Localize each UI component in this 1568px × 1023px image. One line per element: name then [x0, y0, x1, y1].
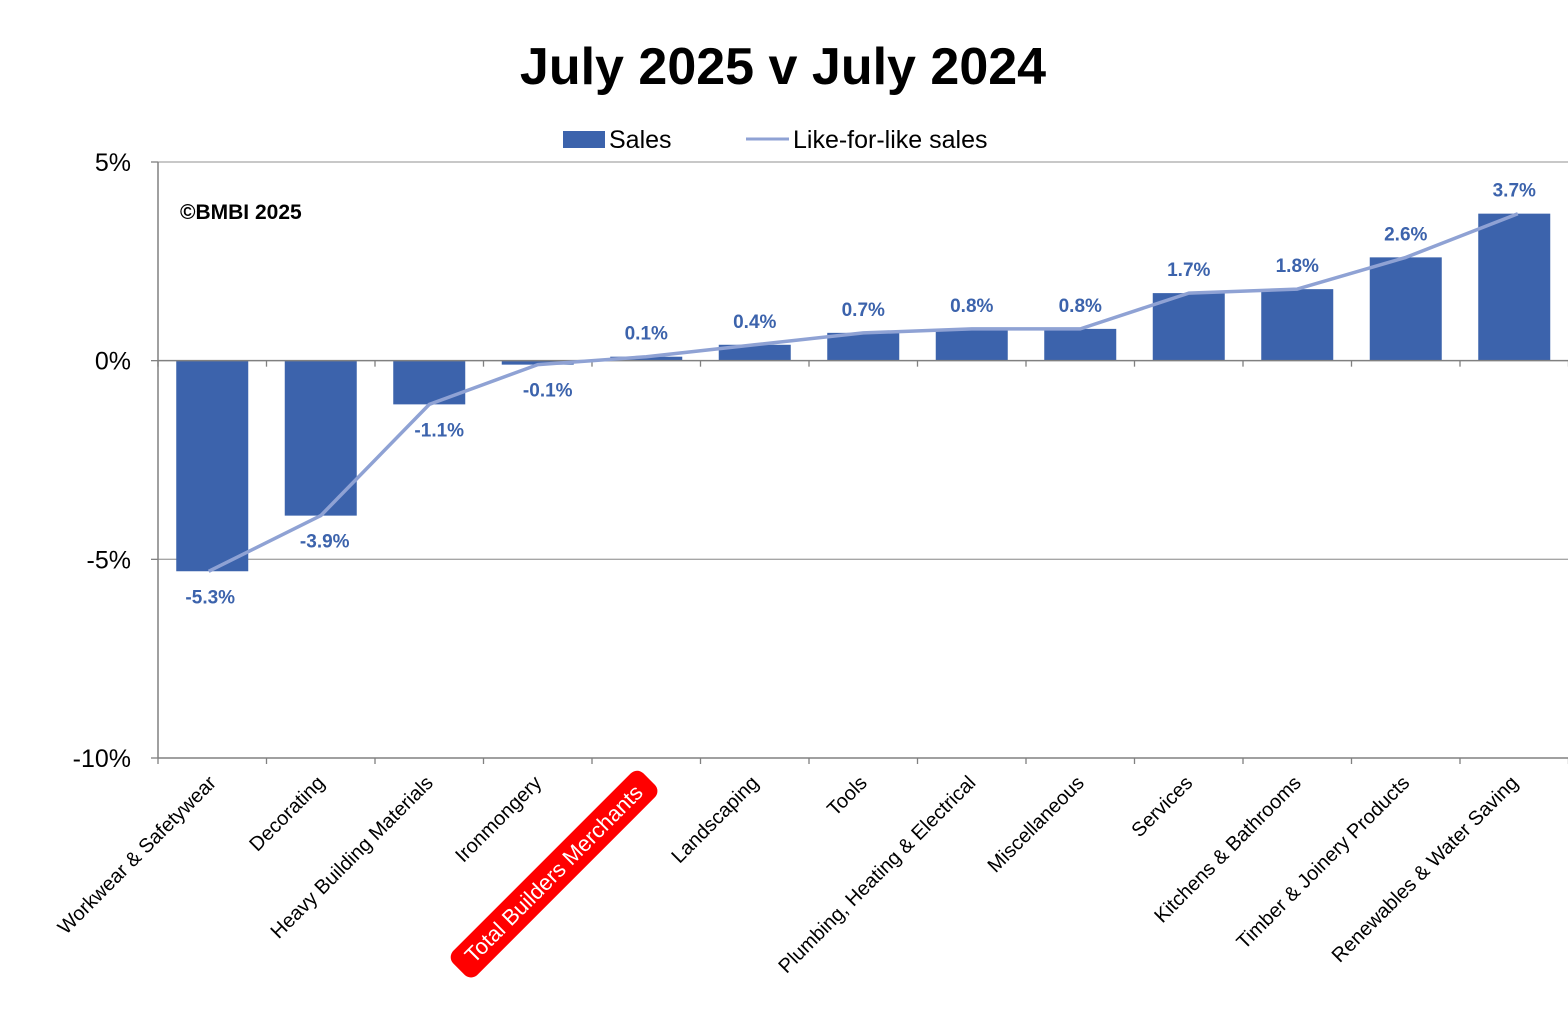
bar-decorating	[284, 360, 357, 516]
x-tick-plumbing-heating-and-electrical: Plumbing, Heating & Electrical	[775, 772, 981, 978]
data-label-miscellaneous: 0.8%	[1059, 296, 1102, 317]
data-label-plumbing-heating-and-electrical: 0.8%	[950, 296, 993, 317]
chart-title: July 2025 v July 2024	[520, 38, 1046, 96]
like-for-like-line	[207, 212, 1519, 573]
data-label-decorating: -3.9%	[300, 532, 350, 553]
x-tick-label-tools: Tools	[823, 772, 872, 821]
sales-bars	[176, 213, 1551, 572]
data-label-ironmongery: -0.1%	[523, 381, 573, 402]
data-label-heavy-building-materials: -1.1%	[414, 420, 464, 441]
copyright-note: ©BMBI 2025	[180, 201, 302, 224]
bar-workwear-and-safetywear	[176, 360, 249, 572]
data-label-total-builders-merchants: 0.1%	[625, 324, 668, 345]
data-label-kitchens-and-bathrooms: 1.8%	[1276, 256, 1319, 277]
x-tick-label-workwear-and-safetywear: Workwear & Safetywear	[54, 772, 221, 939]
x-tick-timber-and-joinery-products: Timber & Joinery Products	[1233, 772, 1415, 954]
bar-miscellaneous	[1044, 328, 1117, 361]
data-label-workwear-and-safetywear: -5.3%	[185, 587, 235, 608]
highlight-badge	[450, 770, 658, 978]
x-tick-services: Services	[1127, 772, 1197, 842]
axes	[151, 161, 1568, 764]
x-tick-label-renewables-and-water-saving: Renewables & Water Saving	[1328, 772, 1523, 967]
bar-heavy-building-materials	[393, 360, 466, 405]
bar-renewables-and-water-saving	[1478, 213, 1551, 361]
x-tick-label-total-builders-merchants: Total Builders Merchants	[460, 780, 648, 968]
y-tick-label-5: 5%	[95, 149, 131, 177]
data-labels: -5.3% -3.9% -1.1% -0.1% 0.1% 0.4% 0.7% 0.8% 0.8%…	[185, 181, 1536, 609]
bar-total-builders-merchants	[610, 356, 683, 361]
x-tick-label-ironmongery: Ironmongery	[451, 772, 546, 867]
x-tick-renewables-and-water-saving: Renewables & Water Saving	[1328, 772, 1523, 967]
legend-label-sales: Sales	[609, 126, 672, 154]
gridlines	[158, 161, 1568, 560]
x-tick-miscellaneous: Miscellaneous	[984, 772, 1089, 877]
data-label-renewables-and-water-saving: 3.7%	[1493, 181, 1536, 202]
legend-label-like-for-like: Like-for-like sales	[793, 126, 988, 154]
x-tick-label-decorating: Decorating	[245, 772, 329, 856]
y-tick-label-0: 0%	[95, 348, 131, 376]
x-tick-label-services: Services	[1127, 772, 1197, 842]
x-tick-label-landscaping: Landscaping	[668, 772, 764, 868]
x-tick-label-miscellaneous: Miscellaneous	[984, 772, 1089, 877]
bar-services	[1152, 293, 1225, 361]
data-label-landscaping: 0.4%	[733, 312, 776, 333]
x-tick-ironmongery: Ironmongery	[451, 772, 546, 867]
y-tick-label-10: -10%	[73, 745, 131, 773]
bar-timber-and-joinery-products	[1369, 257, 1442, 361]
bar-ironmongery	[501, 360, 574, 365]
y-axis-ticks: 5% 0% -5% -10%	[73, 149, 131, 773]
x-tick-total-builders-merchants: Total Builders Merchants	[450, 770, 658, 978]
x-tick-label-plumbing-heating-and-electrical: Plumbing, Heating & Electrical	[775, 772, 981, 978]
x-tick-workwear-and-safetywear: Workwear & Safetywear	[54, 772, 221, 939]
y-tick-label-5: -5%	[87, 546, 131, 574]
data-label-tools: 0.7%	[842, 300, 885, 321]
bar-tools	[827, 332, 900, 361]
bar-landscaping	[718, 344, 791, 361]
data-label-timber-and-joinery-products: 2.6%	[1384, 224, 1427, 245]
x-tick-tools: Tools	[823, 772, 872, 821]
x-tick-label-timber-and-joinery-products: Timber & Joinery Products	[1233, 772, 1415, 954]
x-tick-landscaping: Landscaping	[668, 772, 764, 868]
bar-plumbing-heating-and-electrical	[935, 328, 1008, 361]
line-like-for-like-sales	[207, 212, 1519, 573]
legend: Sales Like-for-like sales	[563, 126, 988, 154]
data-label-services: 1.7%	[1167, 260, 1210, 281]
bar-kitchens-and-bathrooms	[1261, 289, 1334, 361]
legend-swatch-sales	[563, 131, 605, 148]
x-tick-decorating: Decorating	[245, 772, 329, 856]
